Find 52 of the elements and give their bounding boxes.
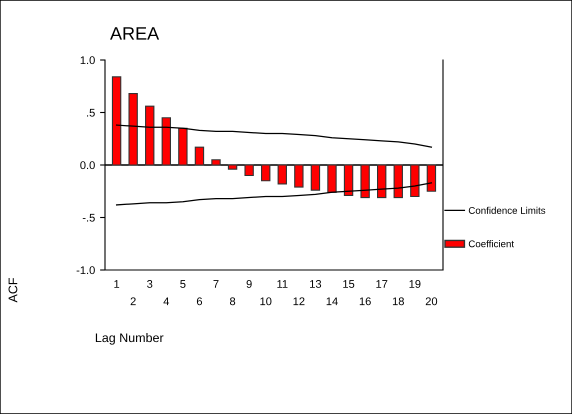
x-tick-label: 20 <box>426 297 438 306</box>
bar <box>426 164 436 192</box>
bar <box>410 164 420 198</box>
bar <box>310 164 320 191</box>
bar <box>294 164 304 188</box>
x-tick-label: 12 <box>294 297 304 306</box>
y-tick-label: 1.0 <box>80 56 95 64</box>
y-tick-label: 0.0 <box>80 161 95 170</box>
x-tick-label: 10 <box>260 297 272 306</box>
y-tick-label: -1.0 <box>76 266 95 274</box>
bar <box>278 164 287 184</box>
x-tick-label: 14 <box>326 297 338 306</box>
chart-title: AREA <box>110 27 160 40</box>
y-axis-title: ACF <box>8 278 18 302</box>
line-series <box>116 182 432 206</box>
bar <box>162 117 171 166</box>
x-tick-label: 1 <box>114 280 120 288</box>
bar <box>327 164 337 193</box>
line-series <box>116 124 432 148</box>
x-tick-label: 5 <box>180 280 186 288</box>
x-tick-label: 18 <box>392 297 404 306</box>
x-tick-label: 13 <box>310 280 322 288</box>
legend-label: Coefficient <box>468 240 514 248</box>
bar <box>377 164 386 198</box>
bar <box>211 159 221 166</box>
bar <box>261 164 270 182</box>
x-tick-label: 9 <box>246 280 252 288</box>
x-tick-label: 7 <box>213 280 219 288</box>
bar <box>128 93 138 166</box>
x-tick-label: 11 <box>277 280 288 288</box>
bar <box>112 76 122 166</box>
bar <box>394 164 403 198</box>
x-tick-label: 4 <box>163 297 170 306</box>
bar <box>360 164 370 198</box>
y-tick-label: .5 <box>87 108 95 117</box>
x-tick-label: 8 <box>230 297 236 306</box>
x-tick-label: 16 <box>360 297 371 306</box>
x-tick-label: 2 <box>130 297 136 306</box>
x-tick-label: 17 <box>376 280 388 288</box>
bar <box>178 128 188 166</box>
x-tick-label: 6 <box>196 297 202 306</box>
bar <box>228 164 238 170</box>
x-axis-title: Lag Number <box>96 333 164 345</box>
bar <box>145 106 154 166</box>
x-tick-label: 3 <box>147 280 152 288</box>
bar <box>344 164 354 196</box>
bar <box>194 146 204 166</box>
bar <box>244 164 254 176</box>
x-tick-label: 19 <box>410 280 420 288</box>
x-tick-label: 15 <box>343 280 354 288</box>
legend-label: Confidence Limits <box>468 206 546 214</box>
y-tick-label: -.5 <box>82 214 95 222</box>
